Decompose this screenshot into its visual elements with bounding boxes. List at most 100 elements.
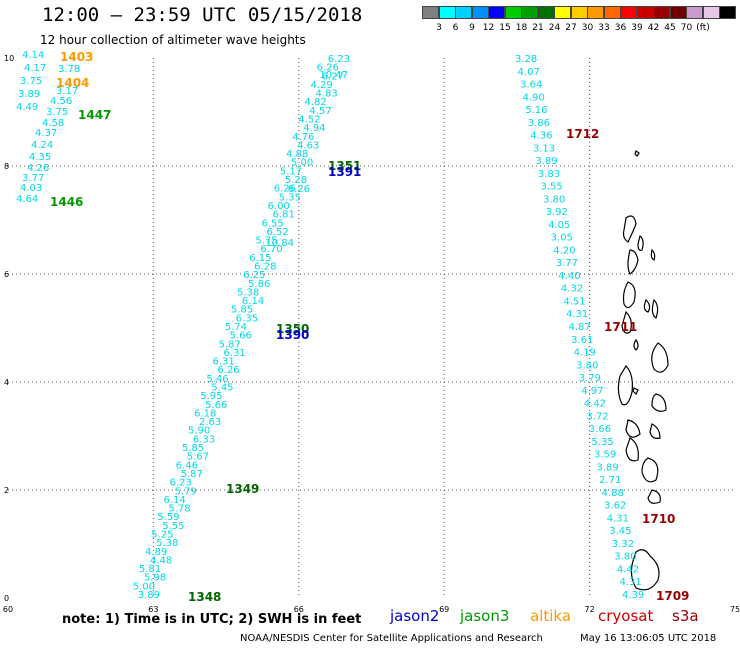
- island-outline: [650, 248, 656, 261]
- satellite-name-cryosat: cryosat: [598, 607, 654, 625]
- wave-height-value: 5.78: [168, 504, 190, 515]
- wave-height-value: 4.64: [16, 194, 38, 205]
- wave-height-value: 2.71: [599, 475, 621, 486]
- x-tick-label: 69: [439, 605, 449, 614]
- wave-height-value: 4.14: [22, 50, 44, 61]
- legend-label: 18: [515, 23, 528, 33]
- pass-time-label: 1351: [328, 159, 361, 173]
- map-subtitle: 12 hour collection of altimeter wave hei…: [40, 33, 306, 47]
- pass-time-label: 1404: [56, 76, 89, 90]
- wave-height-value: 4.42: [617, 564, 639, 575]
- wave-height-value: 3.32: [612, 539, 634, 550]
- legend-label: 9: [469, 23, 475, 33]
- legend-label: 39: [631, 23, 643, 33]
- wave-height-value: 4.63: [297, 140, 319, 151]
- wave-height-value: 3.59: [594, 450, 616, 461]
- island-outline: [651, 298, 659, 319]
- wave-height-value: 3.89: [597, 462, 619, 473]
- island-outline: [651, 342, 669, 373]
- legend-label: (ft): [696, 23, 710, 33]
- wave-height-value: 6.26: [317, 63, 339, 74]
- wave-height-value: 4.52: [298, 115, 320, 126]
- wave-height-value: 5.46: [206, 374, 228, 385]
- wave-height-value: 3.75: [20, 76, 42, 87]
- wave-height-value: 4.48: [150, 555, 172, 566]
- wave-height-value: 4.97: [581, 386, 603, 397]
- pass-time-label: 1391: [328, 165, 361, 179]
- wave-height-value: 2.63: [199, 417, 221, 428]
- wave-height-value: 4.37: [35, 128, 57, 139]
- wave-height-value: 4.35: [29, 152, 51, 163]
- wave-height-value: 4.87: [569, 322, 591, 333]
- wave-height-value: 6.15: [249, 253, 271, 264]
- wave-height-value: 3.62: [604, 501, 626, 512]
- wave-height-value: 3.13: [533, 143, 555, 154]
- wave-height-value: 10.47: [319, 70, 348, 81]
- wave-height-value: 6.25: [243, 270, 265, 281]
- wave-height-value: 6.52: [266, 227, 288, 238]
- satellite-tracks: 4.14 4.17 3.75 3.89 4.49 4.584.374.244.354.26…: [16, 50, 689, 604]
- wave-height-value: 6.28: [254, 261, 276, 272]
- island-outline: [647, 489, 661, 504]
- wave-height-value: 6.81: [273, 210, 295, 221]
- wave-height-value: 5.35: [279, 192, 301, 203]
- wave-height-value: 6.14: [163, 495, 185, 506]
- wave-height-value: 4.42: [584, 399, 606, 410]
- wave-height-value: 3.72: [586, 411, 608, 422]
- wave-height-value: 5.28: [285, 175, 307, 186]
- pass-time-label: 1403: [60, 50, 93, 64]
- wave-height-value: 6.23: [328, 54, 350, 65]
- wave-height-value: 6.35: [236, 313, 258, 324]
- wave-height-value: 3.89: [18, 89, 40, 100]
- wave-height-value: 5.38: [156, 538, 178, 549]
- wave-height-value: 10.84: [265, 238, 294, 249]
- wave-height-value: 5.95: [200, 391, 222, 402]
- wave-height-value: 3.80: [576, 360, 598, 371]
- wave-height-value: 5.87: [219, 339, 241, 350]
- wave-height-value: 6.46: [176, 460, 198, 471]
- wave-height-value: 4.32: [561, 284, 583, 295]
- pass-time-label: 1447: [78, 108, 111, 122]
- satellite-name-jason3: jason3: [460, 607, 510, 625]
- wave-height-value: 4.82: [304, 97, 326, 108]
- x-tick-label: 72: [585, 605, 595, 614]
- credit-line: NOAA/NESDIS Center for Satellite Applica…: [240, 633, 543, 644]
- wave-height-value: 5.90: [188, 426, 210, 437]
- wave-height-value: 6.14: [242, 296, 264, 307]
- wave-height-value: 5.38: [237, 287, 259, 298]
- wave-height-value: 3.45: [609, 526, 631, 537]
- wave-height-value: 4.31: [619, 577, 641, 588]
- wave-height-value: 3.80: [543, 194, 565, 205]
- legend-label: 42: [647, 23, 660, 33]
- wave-height-value: 5.81: [139, 564, 161, 575]
- island-outline: [627, 249, 639, 275]
- wave-height-value: 3.61: [571, 335, 593, 346]
- wave-height-value: 4.56: [50, 96, 72, 107]
- wave-height-value: 4.20: [553, 245, 575, 256]
- island-outline: [621, 310, 632, 334]
- pass-time-label: 1446: [50, 195, 83, 209]
- legend-label: 33: [598, 23, 610, 33]
- wave-height-value: 4.58: [42, 118, 64, 129]
- wave-height-value: 6.55: [262, 218, 284, 229]
- pass-time-label: 1348: [188, 590, 221, 604]
- legend-label: 36: [614, 23, 627, 33]
- wave-height-value: 4.26: [27, 163, 49, 174]
- wave-height-value: 5.35: [591, 437, 613, 448]
- wave-height-value: 3.92: [546, 207, 568, 218]
- wave-height-value: 5.00: [291, 158, 313, 169]
- wave-height-value: 3.28: [515, 54, 537, 65]
- wave-height-value: 5.67: [187, 452, 209, 463]
- island-outline: [617, 365, 633, 406]
- wave-height-value: 5.16: [525, 105, 547, 116]
- wave-height-value: 3.05: [551, 233, 573, 244]
- legend-label: 27: [565, 23, 577, 33]
- wave-height-value: 3.89: [138, 590, 160, 601]
- wave-height-value: 5.00: [133, 581, 155, 592]
- wave-height-value: 3.86: [528, 118, 550, 129]
- wave-height-value: 3.77: [556, 258, 578, 269]
- legend-label: 30: [581, 23, 594, 33]
- x-tick-label: 60: [3, 605, 13, 614]
- wave-height-value: 5.98: [144, 573, 166, 584]
- legend-label: 6: [452, 23, 459, 33]
